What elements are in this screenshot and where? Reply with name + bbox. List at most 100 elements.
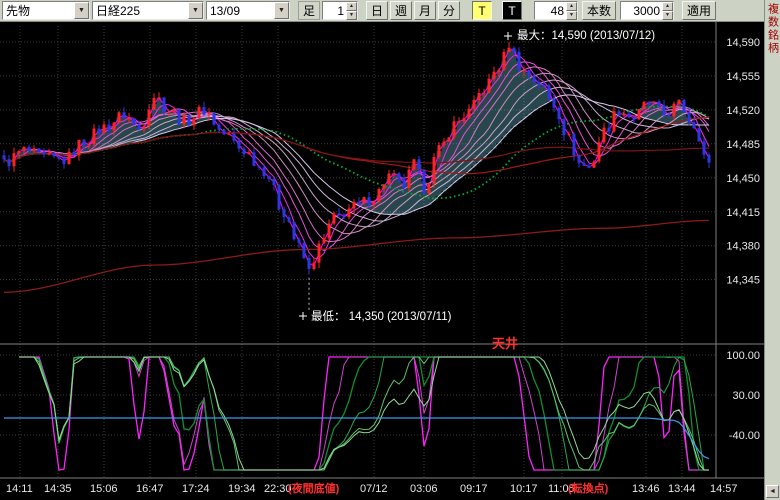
candle-body xyxy=(652,101,656,103)
chevron-down-icon[interactable]: ▼ xyxy=(274,2,289,19)
candle-body xyxy=(347,208,351,218)
candle-body xyxy=(522,69,526,71)
spinner-icon[interactable]: ▲ ▼ xyxy=(566,2,578,20)
chart-svg: 14,590 14,555 14,520 14,485 14,450 14,415 14,3… xyxy=(0,22,764,500)
symbol-value: 日経225 xyxy=(96,4,141,18)
spin-down-icon[interactable]: ▼ xyxy=(566,11,578,20)
candle-body xyxy=(187,115,191,126)
bar-count-input[interactable]: 3000 ▲ ▼ xyxy=(620,1,675,20)
time-axis-label: 03:06 xyxy=(410,483,438,495)
symbol-select[interactable]: 日経225 ▼ xyxy=(92,1,204,20)
candle-body xyxy=(317,243,321,263)
candle-body xyxy=(647,102,651,104)
candle-body xyxy=(207,112,211,115)
candle-body xyxy=(517,51,521,71)
time-axis-label: 14:35 xyxy=(44,483,72,495)
candle-body xyxy=(552,98,556,108)
candle-body xyxy=(92,128,96,145)
candle-body xyxy=(262,167,266,177)
period-month-button[interactable]: 月 xyxy=(414,1,437,20)
bar-count-button[interactable]: 本数 xyxy=(582,1,617,20)
tick-toggle-button[interactable]: T xyxy=(502,1,523,20)
param-input[interactable]: 48 ▲ ▼ xyxy=(534,1,579,20)
candle-body xyxy=(222,129,226,135)
candle-body xyxy=(157,97,161,99)
contract-month-select[interactable]: 13/09 ▼ xyxy=(206,1,290,20)
candle-body xyxy=(437,145,441,157)
candle-body xyxy=(332,213,336,224)
bar-count-value: 3000 xyxy=(633,3,661,18)
long-trend-line xyxy=(3,219,709,293)
candle-body xyxy=(492,71,496,79)
candle-body xyxy=(232,133,236,141)
candle-body xyxy=(252,152,256,166)
candle-body xyxy=(467,108,471,119)
candle-body xyxy=(442,141,446,146)
candle-body xyxy=(37,148,41,152)
candle-body xyxy=(357,201,361,203)
multi-symbol-tab[interactable]: 複数銘柄 xyxy=(766,3,779,55)
candle-body xyxy=(292,221,296,240)
price-axis-label: 14,450 xyxy=(726,173,760,185)
min-marker-cross xyxy=(299,312,307,320)
candle-body xyxy=(87,144,91,146)
candle-body xyxy=(337,213,341,215)
candle-body xyxy=(427,183,431,194)
osc-axis-label: -40.00 xyxy=(729,430,760,442)
candle-body xyxy=(82,139,86,146)
candle-body xyxy=(477,93,481,100)
candle-body xyxy=(582,162,586,166)
candle-body xyxy=(362,197,366,203)
candle-body xyxy=(312,262,316,269)
spin-down-icon[interactable]: ▼ xyxy=(346,11,358,20)
candle-body xyxy=(592,161,596,168)
chevron-down-icon[interactable]: ▼ xyxy=(188,2,203,19)
time-axis-label: 14:11 xyxy=(6,483,33,495)
candle-body xyxy=(287,217,291,222)
candle-body xyxy=(227,133,231,135)
maroon-ma-line xyxy=(3,131,709,164)
candle-body xyxy=(372,201,376,205)
candle-body xyxy=(382,184,386,189)
period-day-button[interactable]: 日 xyxy=(366,1,389,20)
interval-input[interactable]: 1 ▲ ▼ xyxy=(322,1,359,20)
chevron-down-icon[interactable]: ▼ xyxy=(74,2,89,19)
tick-toggle-active-button[interactable]: T xyxy=(472,1,493,20)
candle-body xyxy=(42,151,46,155)
spin-up-icon[interactable]: ▲ xyxy=(566,2,578,11)
apply-button[interactable]: 適用 xyxy=(682,1,717,20)
candle-body xyxy=(182,115,186,125)
candle-body xyxy=(67,151,71,164)
candle-body xyxy=(637,109,641,120)
candle-body xyxy=(352,201,356,209)
period-minute-button[interactable]: 分 xyxy=(438,1,461,20)
candle-body xyxy=(507,47,511,52)
price-axis-label: 14,520 xyxy=(726,105,760,117)
chart-canvas[interactable]: 14,590 14,555 14,520 14,485 14,450 14,415 14,3… xyxy=(0,22,764,500)
candle-body xyxy=(512,47,516,52)
candle-body xyxy=(432,157,436,184)
spin-up-icon[interactable]: ▲ xyxy=(346,2,358,11)
time-axis-label: 16:47 xyxy=(136,483,164,495)
candle-body xyxy=(202,106,206,115)
candle-body xyxy=(267,176,271,179)
scroll-left-button[interactable]: ◄ xyxy=(766,485,779,498)
price-axis-label: 14,415 xyxy=(726,207,760,219)
candle-body xyxy=(527,69,531,76)
candle-body xyxy=(97,128,101,134)
period-week-button[interactable]: 週 xyxy=(390,1,413,20)
candle-body xyxy=(402,178,406,188)
ma-ribbon-line xyxy=(3,61,710,252)
candle-body xyxy=(242,148,246,155)
ma-ribbon-line xyxy=(3,72,710,235)
candle-body xyxy=(2,155,6,160)
spinner-icon[interactable]: ▲ ▼ xyxy=(346,2,358,20)
candle-body xyxy=(567,134,571,136)
time-axis-label: 09:17 xyxy=(460,483,488,495)
spin-down-icon[interactable]: ▼ xyxy=(662,11,674,20)
candle-body xyxy=(417,159,421,170)
spin-up-icon[interactable]: ▲ xyxy=(662,2,674,11)
spinner-icon[interactable]: ▲ ▼ xyxy=(662,2,674,20)
instrument-select[interactable]: 先物 ▼ xyxy=(2,1,90,20)
time-axis-label: 17:24 xyxy=(182,483,210,495)
